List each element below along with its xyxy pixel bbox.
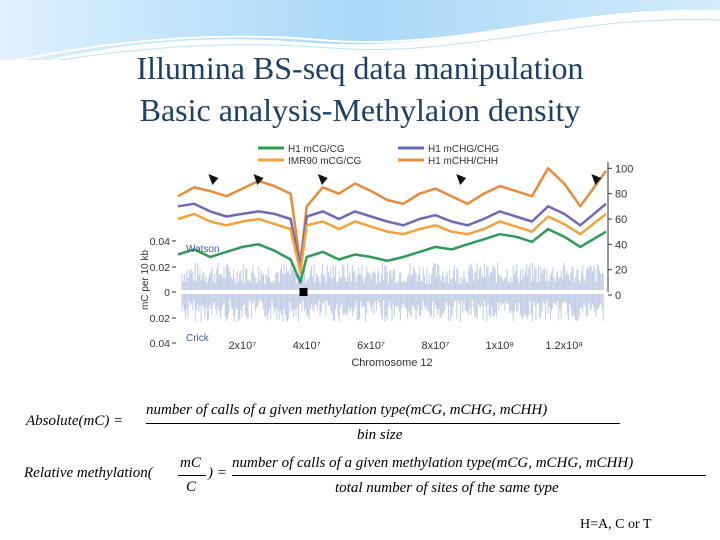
x-axis-label: Chromosome 12: [351, 357, 432, 369]
relative-lhs-fraction-bar: [178, 475, 206, 476]
right-axis-tick-label: 0: [615, 290, 621, 302]
right-axis-tick-label: 80: [615, 189, 627, 201]
relative-lhs-denominator: C: [186, 479, 197, 495]
legend-label: H1 mCHG/CHG: [428, 144, 499, 155]
x-axis-tick-label: 1.2x10⁸: [545, 340, 583, 352]
strand-bands: [181, 262, 604, 322]
right-axis-tick-label: 60: [615, 214, 627, 226]
legend-label: IMR90 mCG/CG: [288, 156, 362, 167]
x-axis-tick-label: 8x10⁷: [422, 340, 450, 352]
left-axis-tick-label: 0.02: [150, 313, 171, 325]
x-axis-tick-label: 2x10⁷: [228, 340, 256, 352]
arrowhead-marker: [591, 174, 602, 185]
legend-label: H1 mCG/CG: [288, 144, 345, 155]
arrowhead-marker: [317, 174, 328, 185]
crick-strand-density: [181, 294, 604, 322]
header-wave-decoration: [0, 0, 720, 60]
right-axis-tick-label: 20: [615, 265, 627, 277]
arrowhead-marker: [253, 174, 264, 185]
chart-axes: 020406080100Normalized mC density per 10…: [140, 162, 633, 369]
x-axis-tick-label: 6x10⁷: [357, 340, 385, 352]
absolute-fraction-bar: [146, 423, 620, 424]
slide-subtitle: Basic analysis-Methylaion density: [139, 92, 581, 128]
left-axis-tick-label: 0: [164, 287, 170, 299]
left-axis-tick-label: 0.04: [150, 338, 171, 350]
legend-label: H1 mCHH/CHH: [428, 156, 498, 167]
relative-fraction-bar: [232, 475, 706, 476]
crick-label: Crick: [186, 333, 210, 344]
series-line-h1-mchg-chg: [177, 202, 607, 269]
left-axis-tick-label: 0.02: [150, 262, 171, 274]
watson-label: Watson: [186, 244, 220, 255]
x-axis-tick-label: 1x10⁸: [486, 340, 515, 352]
absolute-mc-denominator: bin size: [357, 427, 403, 443]
right-axis-tick-label: 100: [615, 163, 633, 175]
absolute-mc-numerator: number of calls of a given methylation t…: [146, 402, 548, 418]
series-line-h1-mcg-cg: [177, 227, 607, 284]
relative-methylation-lhs: Relative methylation(: [24, 465, 153, 481]
absolute-mc-lhs: Absolute(mC) =: [26, 413, 124, 429]
series-lines: [177, 167, 608, 284]
arrowhead-marks: [208, 174, 602, 185]
relative-denominator: total number of sites of the same type: [335, 480, 559, 496]
relative-lhs-suffix: ) =: [208, 465, 227, 481]
left-axis-tick-label: 0.04: [150, 236, 171, 248]
series-line-h1-mchh-chh: [177, 167, 608, 265]
arrowhead-marker: [456, 174, 467, 185]
series-line-imr90-mcg-cg: [177, 212, 607, 274]
x-axis-tick-label: 4x10⁷: [293, 340, 321, 352]
arrowhead-marker: [208, 174, 219, 185]
left-axis-label: mC per 10 kb: [140, 250, 151, 310]
watson-strand-density: [181, 262, 604, 290]
footnote: H=A, C or T: [580, 517, 652, 532]
slide-title: Illumina BS-seq data manipulation: [136, 50, 584, 86]
centromere-marker: [299, 288, 308, 296]
relative-lhs-numerator: mC: [180, 455, 201, 471]
relative-numerator: number of calls of a given methylation t…: [232, 455, 634, 471]
right-axis-tick-label: 40: [615, 239, 627, 251]
